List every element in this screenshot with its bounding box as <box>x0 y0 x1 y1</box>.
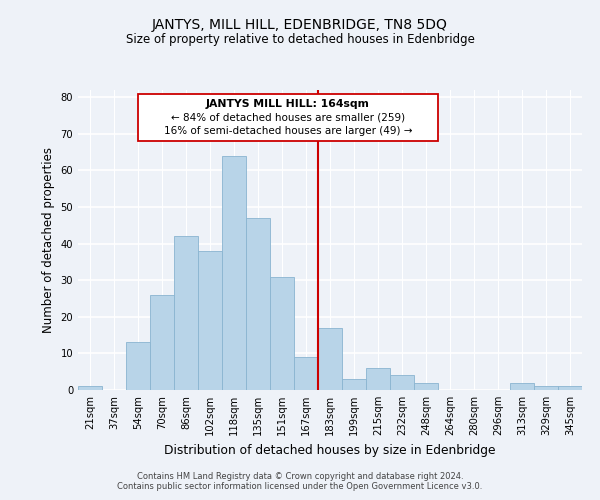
Text: Size of property relative to detached houses in Edenbridge: Size of property relative to detached ho… <box>125 32 475 46</box>
Bar <box>414 382 438 390</box>
Bar <box>534 386 558 390</box>
Y-axis label: Number of detached properties: Number of detached properties <box>42 147 55 333</box>
Text: Contains public sector information licensed under the Open Government Licence v3: Contains public sector information licen… <box>118 482 482 491</box>
Bar <box>78 386 102 390</box>
X-axis label: Distribution of detached houses by size in Edenbridge: Distribution of detached houses by size … <box>164 444 496 456</box>
Bar <box>510 382 534 390</box>
Bar <box>366 368 390 390</box>
Bar <box>198 251 222 390</box>
Bar <box>342 379 366 390</box>
Bar <box>390 376 414 390</box>
Bar <box>294 357 318 390</box>
Bar <box>270 276 294 390</box>
Bar <box>150 295 174 390</box>
Text: JANTYS MILL HILL: 164sqm: JANTYS MILL HILL: 164sqm <box>206 99 370 109</box>
Bar <box>126 342 150 390</box>
Text: 16% of semi-detached houses are larger (49) →: 16% of semi-detached houses are larger (… <box>164 126 412 136</box>
Text: JANTYS, MILL HILL, EDENBRIDGE, TN8 5DQ: JANTYS, MILL HILL, EDENBRIDGE, TN8 5DQ <box>152 18 448 32</box>
Bar <box>222 156 246 390</box>
Text: ← 84% of detached houses are smaller (259): ← 84% of detached houses are smaller (25… <box>171 112 405 122</box>
Bar <box>318 328 342 390</box>
Bar <box>246 218 270 390</box>
Bar <box>558 386 582 390</box>
Text: Contains HM Land Registry data © Crown copyright and database right 2024.: Contains HM Land Registry data © Crown c… <box>137 472 463 481</box>
Bar <box>174 236 198 390</box>
FancyBboxPatch shape <box>138 94 438 141</box>
